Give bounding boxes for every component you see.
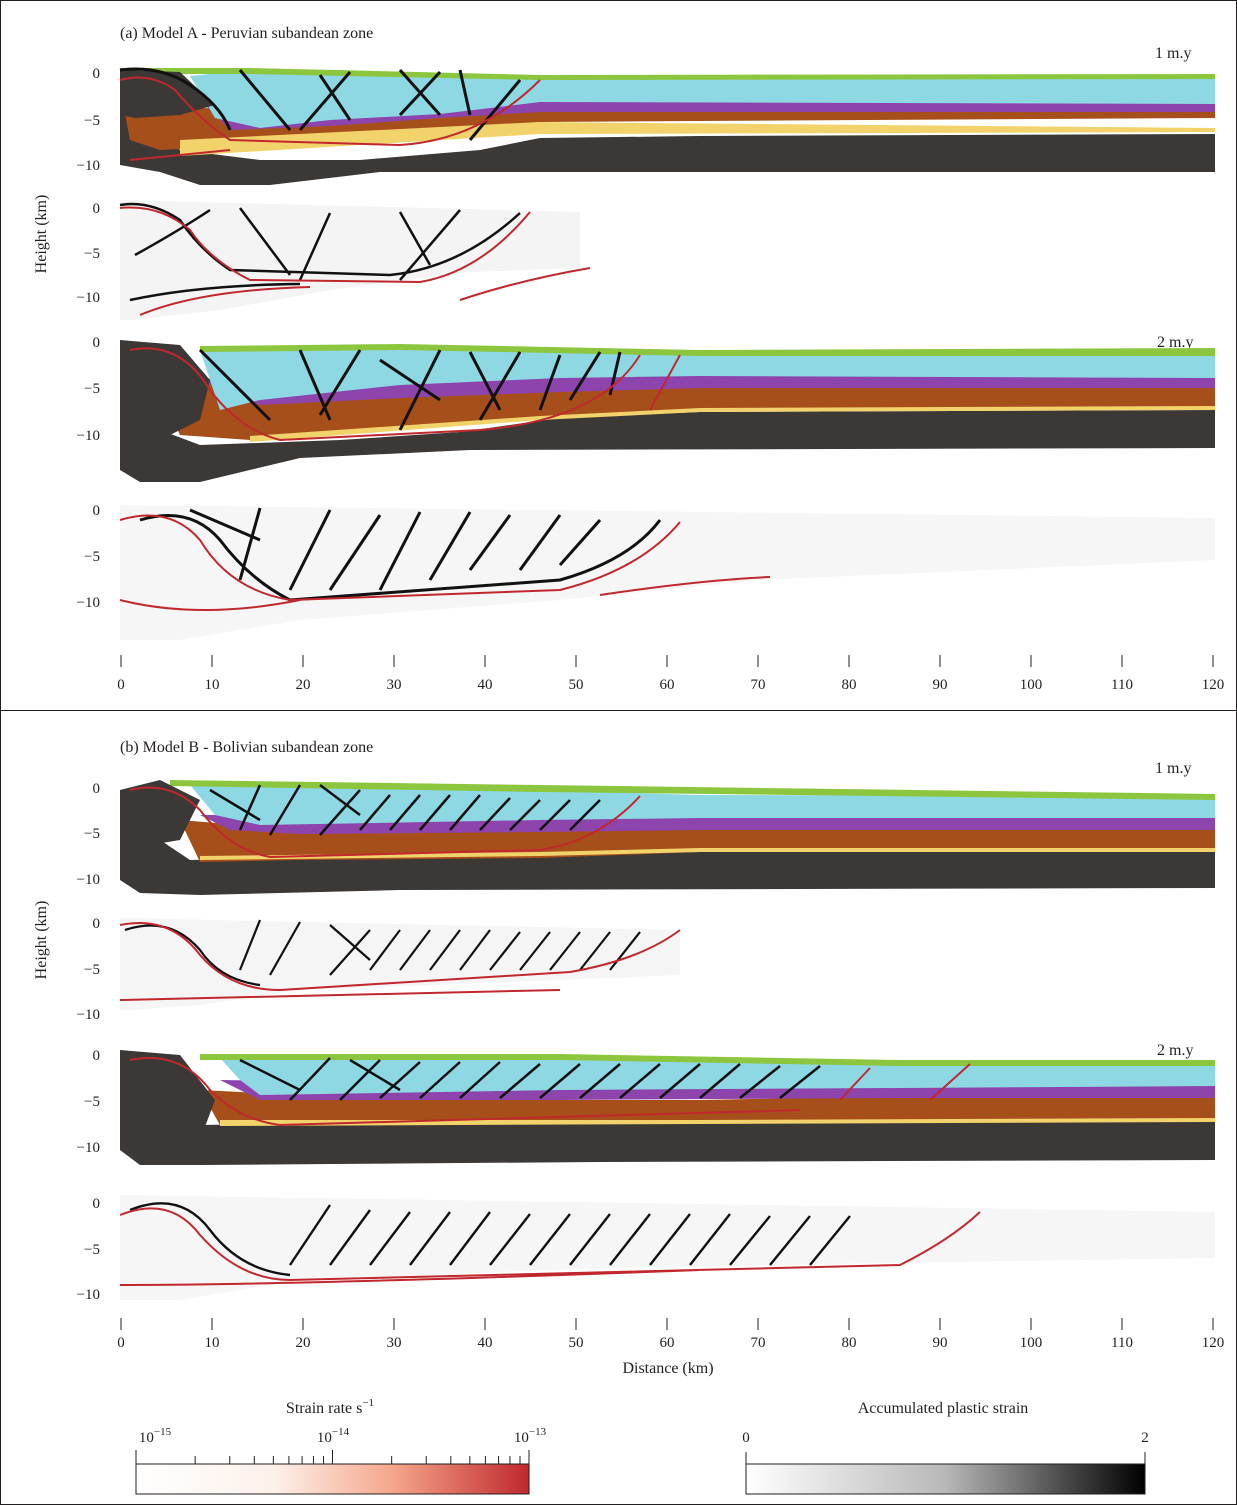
xtick-label: 100 [1020,1335,1043,1351]
plastic-strain-legend: Accumulated plastic strain 0 2 [742,1400,1149,1495]
ytick-label: −10 [77,1140,100,1156]
ytick-label: 0 [93,781,101,797]
plastic-strain-min-label: 0 [742,1430,750,1446]
panel-a-xaxis: 0 10 20 30 40 50 60 70 80 90 100 110 120 [117,655,1224,693]
panel-b-yaxis-1: 0 −5 −10 [77,781,100,888]
panel-a-material-2my [120,340,1215,482]
ytick-label: 0 [93,503,101,519]
xtick-label: 30 [387,677,402,693]
panel-b-yaxis-3: 0 −5 −10 [77,1048,100,1156]
xtick-label: 120 [1202,677,1225,693]
ytick-label: −5 [84,826,100,842]
ytick-label: −10 [77,290,100,306]
ytick-label: −5 [84,962,100,978]
panel-b-title: (b) Model B - Bolivian subandean zone [120,739,373,756]
ytick-label: −5 [84,381,100,397]
strain-rate-ticks [135,1450,530,1464]
strain-rate-title: Strain rate s−1 [286,1397,374,1417]
ytick-label: 0 [93,1196,101,1212]
xtick-label: 80 [842,1335,857,1351]
ytick-label: −5 [84,1094,100,1110]
xtick-label: 10 [205,677,220,693]
ytick-label: −5 [84,1242,100,1258]
strain-rate-max-label: 10−13 [514,1426,547,1446]
panel-b-material-1my [120,780,1215,895]
xtick-label: 110 [1111,677,1133,693]
panel-a-strain-1my [119,200,591,320]
panel-a-material-1my [119,67,1215,185]
panel-b-time-1: 1 m.y [1155,760,1191,777]
xtick-label: 30 [387,1335,402,1351]
panel-a-strain-2my [119,505,1215,640]
ytick-label: −10 [77,158,100,174]
ytick-label: −5 [84,246,100,262]
xtick-label: 50 [569,1335,584,1351]
plastic-strain-max-label: 2 [1141,1430,1149,1446]
panel-b-yaxis-2: 0 −5 −10 [77,916,100,1023]
strain-rate-min-label: 10−15 [139,1426,172,1446]
panel-b-strain-1my [119,918,681,1010]
panel-a-time-1: 1 m.y [1155,45,1191,62]
ytick-label: 0 [93,916,101,932]
xtick-label: 120 [1202,1335,1225,1351]
plastic-strain-title: Accumulated plastic strain [858,1400,1029,1417]
xtick-label: 110 [1111,1335,1133,1351]
panel-b-ylabel: Height (km) [33,901,50,980]
ytick-label: −10 [77,428,100,444]
panel-a-yaxis-1: 0 −5 −10 [77,66,100,174]
ytick-label: −10 [77,1287,100,1303]
strain-rate-legend: Strain rate s−1 10−15 10−14 10−13 [135,1397,547,1495]
xtick-label: 60 [660,1335,675,1351]
panel-a-time-2: 2 m.y [1157,334,1193,351]
xtick-label: 20 [296,1335,311,1351]
panel-b-time-2: 2 m.y [1157,1042,1193,1059]
panel-a-yaxis-4: 0 −5 −10 [77,503,100,611]
ytick-label: 0 [93,1048,101,1064]
panel-b-xlabel: Distance (km) [622,1360,713,1377]
panel-b-material-2my [120,1050,1215,1165]
ytick-label: −5 [84,113,100,129]
panel-b: (b) Model B - Bolivian subandean zone 1 … [33,739,1224,1377]
xtick-label: 0 [117,677,125,693]
ytick-label: −5 [84,549,100,565]
xtick-label: 90 [933,677,948,693]
panel-b-strain-2my [119,1195,1215,1300]
xtick-label: 60 [660,677,675,693]
ytick-label: 0 [93,201,101,217]
ytick-label: 0 [93,335,101,351]
ytick-label: −10 [77,595,100,611]
xtick-label: 40 [478,677,493,693]
panel-a-yaxis-2: 0 −5 −10 [77,201,100,306]
strain-rate-colorbar [135,1463,530,1495]
panel-a-title: (a) Model A - Peruvian subandean zone [120,25,373,42]
xtick-label: 100 [1020,677,1043,693]
xtick-label: 70 [751,1335,766,1351]
panel-a-yaxis-3: 0 −5 −10 [77,335,100,444]
xtick-label: 90 [933,1335,948,1351]
xtick-label: 50 [569,677,584,693]
xtick-label: 10 [205,1335,220,1351]
strain-rate-mid-label: 10−14 [317,1426,350,1446]
xtick-label: 20 [296,677,311,693]
plastic-strain-colorbar [745,1463,1146,1495]
xtick-label: 0 [117,1335,125,1351]
ytick-label: −10 [77,1007,100,1023]
xtick-label: 40 [478,1335,493,1351]
panel-b-yaxis-4: 0 −5 −10 [77,1196,100,1303]
panel-b-xaxis: 0 10 20 30 40 50 60 70 80 90 100 110 120 Distance (k… [117,1318,1224,1377]
panel-a: (a) Model A - Peruvian subandean zone 1 … [33,25,1224,693]
xtick-label: 70 [751,677,766,693]
panel-a-ylabel: Height (km) [33,195,50,274]
xtick-label: 80 [842,677,857,693]
ytick-label: 0 [93,66,101,82]
legend: Strain rate s−1 10−15 10−14 10−13 Accumu… [135,1397,1149,1495]
ytick-label: −10 [77,872,100,888]
